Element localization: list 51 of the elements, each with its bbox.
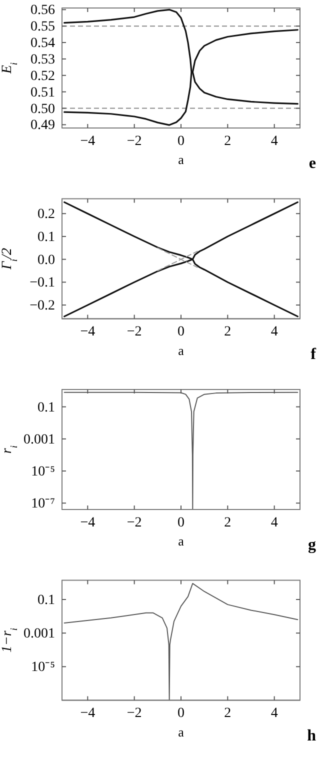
line-series [64, 201, 298, 318]
y-tick-label: 0.1 [38, 230, 55, 245]
y-tick-label: 0.0 [38, 252, 55, 268]
x-tick-label: 4 [270, 515, 278, 530]
x-tick-label: −4 [80, 324, 96, 340]
y-tick-label: 10⁻⁷ [31, 496, 56, 512]
text: e [308, 155, 316, 172]
y-tick-label: 0.53 [30, 52, 55, 68]
line-series [64, 392, 298, 510]
x-tick-label: 2 [224, 324, 232, 340]
y-tick-label: 0.49 [30, 118, 55, 134]
y-tick-label: 0.50 [30, 102, 55, 117]
y-tick-label: 0.51 [30, 85, 55, 100]
line-series [64, 582, 298, 700]
y-tick-label: 10⁻⁵ [31, 464, 56, 480]
y-tick-label: −0.2 [30, 298, 55, 314]
x-tick-label: 4 [270, 324, 278, 340]
y-tick-label: 0.56 [30, 3, 55, 18]
x-tick-label: −4 [80, 515, 96, 530]
x-tick-label: 0 [178, 706, 184, 722]
y-tick-label: 0.54 [30, 36, 55, 51]
x-tick-label: −2 [126, 515, 142, 530]
x-axis-title: a [178, 152, 184, 167]
x-tick-label: 2 [224, 706, 232, 722]
y-tick-label: 0.001 [24, 432, 55, 448]
x-tick-label: 4 [270, 706, 278, 722]
y-tick-label: 0.2 [38, 207, 55, 222]
y-tick-label: 0.1 [38, 400, 55, 416]
x-tick-label: −4 [80, 134, 96, 149]
y-tick-label: 0.1 [38, 592, 55, 608]
y-tick-label: −0.1 [30, 276, 55, 291]
text: h [307, 727, 316, 744]
x-tick-label: 0 [178, 515, 184, 530]
y-tick-label: 0.001 [24, 626, 55, 642]
y-tick-label: 0.52 [30, 68, 55, 84]
x-tick-label: −2 [126, 706, 142, 722]
x-tick-label: −2 [126, 134, 142, 149]
x-tick-label: 0 [178, 324, 184, 340]
x-tick-label: −4 [80, 706, 96, 722]
x-tick-label: −2 [126, 324, 142, 340]
x-axis-title: a [178, 534, 184, 548]
x-tick-label: 2 [224, 515, 232, 530]
y-tick-label: 10⁻⁵ [31, 660, 56, 676]
x-tick-label: 2 [224, 134, 232, 149]
y-tick-label: 0.55 [30, 20, 55, 35]
text: f [310, 346, 317, 363]
x-axis-title: a [178, 724, 184, 740]
text: g [308, 536, 316, 554]
x-tick-label: 0 [178, 134, 184, 149]
x-axis-title: a [178, 342, 184, 358]
x-tick-label: 4 [270, 134, 278, 149]
